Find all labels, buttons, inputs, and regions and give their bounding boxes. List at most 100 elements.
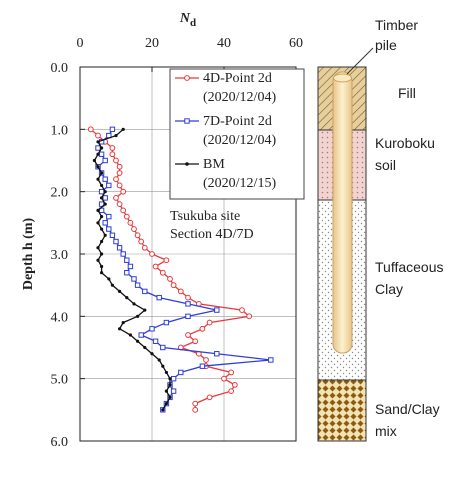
point: [116, 170, 123, 176]
point: [168, 377, 172, 381]
point: [206, 319, 213, 326]
point: [100, 227, 104, 231]
point: [127, 263, 134, 270]
y-tick-label: 6.0: [51, 435, 69, 450]
plot-frame: [79, 66, 297, 442]
point: [141, 244, 148, 251]
layer-label: Clay: [375, 281, 403, 297]
point: [102, 157, 108, 164]
point: [98, 188, 105, 195]
point: [157, 358, 161, 362]
point: [143, 345, 147, 350]
point: [102, 195, 108, 201]
point: [110, 283, 114, 287]
point: [96, 246, 100, 250]
legend-marker: [184, 75, 190, 81]
point: [113, 176, 119, 183]
point: [107, 277, 111, 281]
point: [95, 145, 101, 151]
point: [228, 388, 235, 395]
annotation: Section 4D/7D: [170, 227, 254, 242]
point: [168, 395, 172, 399]
point: [143, 308, 147, 312]
point: [163, 319, 170, 326]
point: [149, 326, 155, 332]
legend-date: (2020/12/04): [203, 90, 276, 105]
layer-label: Fill: [398, 85, 416, 101]
point: [170, 388, 177, 394]
point: [185, 294, 191, 301]
point: [100, 215, 104, 219]
point: [185, 313, 191, 320]
point: [164, 402, 168, 406]
point: [116, 182, 123, 189]
pile-top: [333, 73, 352, 83]
pile-label: pile: [375, 37, 397, 53]
point: [125, 296, 129, 300]
y-axis-label: Depth h (m): [21, 218, 36, 291]
point: [106, 226, 112, 232]
point: [164, 389, 168, 393]
point: [109, 126, 116, 133]
point: [185, 301, 191, 307]
point: [96, 221, 100, 225]
legend-date: (2020/12/15): [203, 176, 276, 191]
point: [138, 332, 144, 338]
point: [178, 369, 184, 376]
point: [116, 163, 123, 170]
point: [103, 190, 107, 194]
point: [138, 238, 145, 245]
legend-marker: [184, 118, 190, 124]
point: [120, 251, 126, 257]
point: [116, 201, 123, 208]
point: [168, 383, 172, 387]
timber-pile: [332, 71, 353, 354]
y-tick-label: 4.0: [51, 310, 69, 325]
y-tick-label: 1.0: [51, 123, 69, 138]
point: [118, 289, 122, 293]
point: [160, 344, 166, 351]
x-tick-label: 20: [145, 36, 159, 51]
point: [150, 352, 154, 356]
point: [100, 183, 104, 188]
legend-label: 7D-Point 2d: [203, 114, 272, 129]
point: [103, 233, 107, 237]
point: [199, 363, 206, 369]
y-tick-label: 0.0: [51, 61, 69, 76]
point: [109, 145, 116, 151]
point: [96, 152, 100, 156]
point: [214, 307, 220, 313]
point: [131, 226, 137, 232]
point: [203, 357, 209, 363]
point: [123, 213, 130, 220]
point: [96, 177, 100, 181]
point: [246, 313, 253, 320]
point: [118, 327, 122, 331]
layer-label: Tuffaceous: [375, 259, 444, 275]
point: [185, 332, 191, 338]
legend-label: BM: [203, 157, 225, 172]
soil-profile: Timber pile Fill Kuroboku soil Tuffaceous Clay…: [317, 17, 444, 442]
point: [100, 171, 104, 175]
point: [100, 146, 104, 150]
point: [177, 288, 184, 295]
point: [199, 325, 206, 332]
point: [163, 257, 170, 264]
annotation: Tsukuba site: [170, 209, 240, 224]
point: [92, 158, 96, 163]
point: [170, 375, 177, 382]
point: [136, 339, 140, 343]
layer-label: mix: [375, 423, 397, 439]
point: [152, 338, 159, 344]
point: [132, 302, 136, 306]
point: [106, 182, 112, 189]
point: [214, 351, 220, 357]
point: [96, 208, 100, 212]
y-tick-label: 3.0: [51, 248, 69, 263]
x-axis-label-sub: d: [190, 17, 196, 29]
point: [221, 375, 227, 382]
point: [127, 219, 134, 226]
point: [96, 165, 100, 169]
point: [161, 408, 165, 412]
layer-label: Kuroboku: [375, 135, 435, 151]
